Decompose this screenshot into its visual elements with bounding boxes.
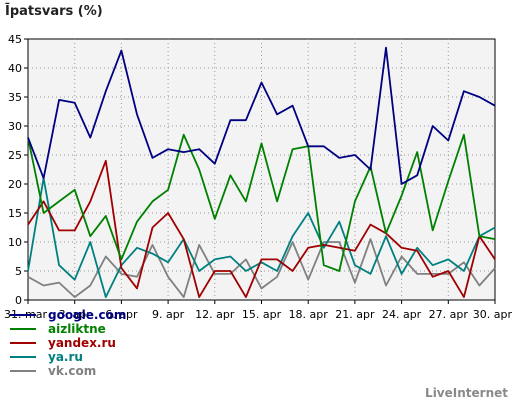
- x-tick-label: 9. apr: [152, 308, 185, 321]
- y-tick-label: 5: [15, 265, 22, 278]
- legend-swatch-aizliktne: [10, 328, 36, 330]
- y-tick-label: 35: [8, 91, 22, 104]
- series-line-ya: [27, 177, 496, 299]
- series-line-vk: [27, 238, 496, 299]
- y-tick-label: 20: [8, 178, 22, 191]
- legend-swatch-ya: [10, 356, 36, 358]
- y-tick-label: 45: [8, 33, 22, 46]
- x-tick-label: 15. apr: [242, 308, 282, 321]
- legend-label-ya: ya.ru: [48, 350, 83, 364]
- series-line-google: [27, 46, 496, 185]
- y-axis: 0 5 10 15 20 25 30 35 40 45: [8, 33, 28, 307]
- y-tick-label: 0: [15, 294, 22, 307]
- legend-swatch-yandex: [10, 342, 36, 344]
- x-axis: 31. mar 3. apr 6. apr 9. apr 12. apr 15. apr 1…: [4, 300, 512, 321]
- x-tick-label: 3. apr: [59, 308, 92, 321]
- x-tick-label: 30. apr: [473, 308, 513, 321]
- legend-swatch-vk: [10, 370, 36, 372]
- y-tick-label: 30: [8, 120, 22, 133]
- y-tick-label: 40: [8, 62, 22, 75]
- legend-label-yandex: yandex.ru: [48, 336, 116, 350]
- y-tick-label: 10: [8, 236, 22, 249]
- x-tick-label: 12. apr: [195, 308, 235, 321]
- legend-label-google: google.com: [48, 308, 127, 322]
- series-line-aizliktne: [27, 133, 496, 272]
- chart-title: Īpatsvars (%): [5, 4, 103, 19]
- series-lines: [27, 46, 496, 299]
- legend-label-aizliktne: aizliktne: [48, 322, 106, 336]
- legend-label-vk: vk.com: [48, 364, 97, 378]
- x-tick-label: 18. apr: [289, 308, 329, 321]
- credit-label: LiveInternet: [425, 386, 508, 400]
- x-tick-label: 24. apr: [382, 308, 422, 321]
- y-tick-label: 15: [8, 207, 22, 220]
- x-tick-label: 21. apr: [335, 308, 375, 321]
- legend-swatch-google: [10, 314, 36, 316]
- x-tick-label: 6. apr: [105, 308, 138, 321]
- y-tick-label: 25: [8, 149, 22, 162]
- x-tick-label: 27. apr: [429, 308, 469, 321]
- series-line-yandex: [27, 159, 496, 299]
